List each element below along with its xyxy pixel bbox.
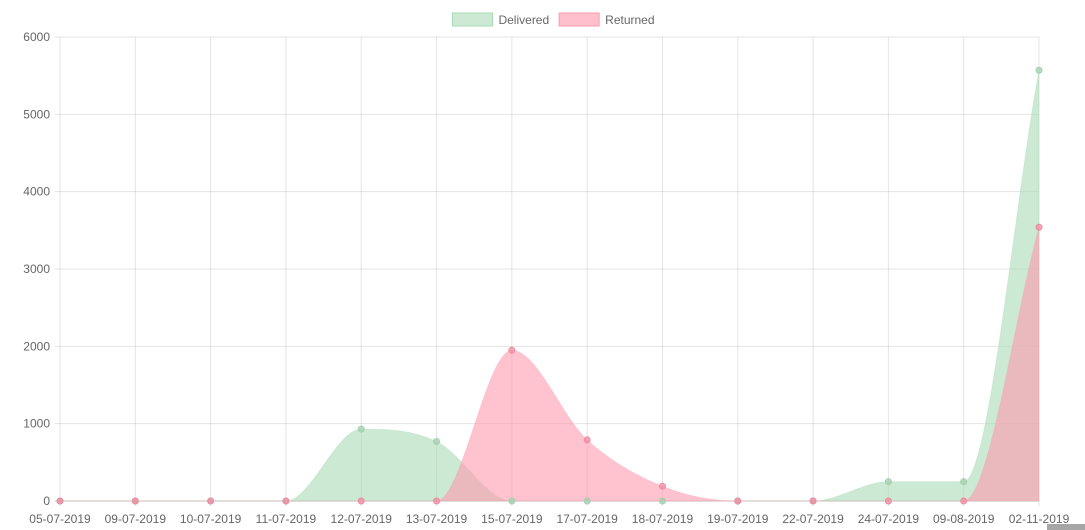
data-point-delivered[interactable] <box>357 425 365 433</box>
data-point-returned[interactable] <box>658 482 666 490</box>
x-tick-label: 24-07-2019 <box>858 512 920 526</box>
x-tick-label: 10-07-2019 <box>180 512 242 526</box>
data-point-returned[interactable] <box>207 497 215 505</box>
data-point-returned[interactable] <box>734 497 742 505</box>
x-tick-label: 12-07-2019 <box>331 512 393 526</box>
data-point-delivered[interactable] <box>433 437 441 445</box>
legend-item-returned[interactable]: Returned <box>558 12 655 27</box>
legend[interactable]: Delivered Returned <box>451 12 655 27</box>
data-point-delivered[interactable] <box>1035 66 1043 74</box>
data-point-delivered[interactable] <box>960 478 968 486</box>
y-tick-label: 0 <box>43 494 50 508</box>
x-tick-label: 13-07-2019 <box>406 512 468 526</box>
x-tick-label: 15-07-2019 <box>481 512 543 526</box>
y-tick-label: 6000 <box>23 30 50 44</box>
series-area-returned[interactable] <box>59 227 1040 502</box>
data-point-delivered[interactable] <box>508 497 516 505</box>
data-point-returned[interactable] <box>131 497 139 505</box>
legend-swatch <box>558 12 600 27</box>
data-point-delivered[interactable] <box>658 497 666 505</box>
y-tick-label: 3000 <box>23 262 50 276</box>
x-tick-label: 02-11-2019 <box>1009 512 1070 526</box>
x-tick-label: 22-07-2019 <box>782 512 844 526</box>
data-point-returned[interactable] <box>282 497 290 505</box>
x-tick-label: 17-07-2019 <box>556 512 618 526</box>
data-point-delivered[interactable] <box>884 478 892 486</box>
horizontal-scrollbar-thumb[interactable] <box>1047 524 1085 530</box>
legend-swatch <box>451 12 493 27</box>
data-point-delivered[interactable] <box>583 497 591 505</box>
data-point-returned[interactable] <box>884 497 892 505</box>
x-tick-label: 11-07-2019 <box>256 512 317 526</box>
data-point-returned[interactable] <box>433 497 441 505</box>
data-point-returned[interactable] <box>1035 223 1043 231</box>
data-point-returned[interactable] <box>357 497 365 505</box>
data-point-returned[interactable] <box>508 346 516 354</box>
x-tick-label: 18-07-2019 <box>632 512 694 526</box>
x-tick-label: 05-07-2019 <box>29 512 91 526</box>
y-tick-label: 4000 <box>23 185 50 199</box>
series-points <box>56 66 1043 505</box>
legend-label: Returned <box>605 13 654 27</box>
legend-item-delivered[interactable]: Delivered <box>451 12 549 27</box>
x-tick-label: 19-07-2019 <box>707 512 769 526</box>
data-point-returned[interactable] <box>56 497 64 505</box>
y-tick-label: 5000 <box>23 107 50 121</box>
data-point-returned[interactable] <box>960 497 968 505</box>
y-tick-label: 1000 <box>23 417 50 431</box>
axes: 0 1000 2000 3000 4000 5000 6000 05-07-2019 09-07… <box>23 30 1069 526</box>
data-point-returned[interactable] <box>583 436 591 444</box>
data-point-returned[interactable] <box>809 497 817 505</box>
series-areas <box>59 70 1040 502</box>
x-tick-label: 09-08-2019 <box>933 512 995 526</box>
legend-label: Delivered <box>498 13 549 27</box>
x-tick-label: 09-07-2019 <box>105 512 167 526</box>
y-tick-label: 2000 <box>23 339 50 353</box>
